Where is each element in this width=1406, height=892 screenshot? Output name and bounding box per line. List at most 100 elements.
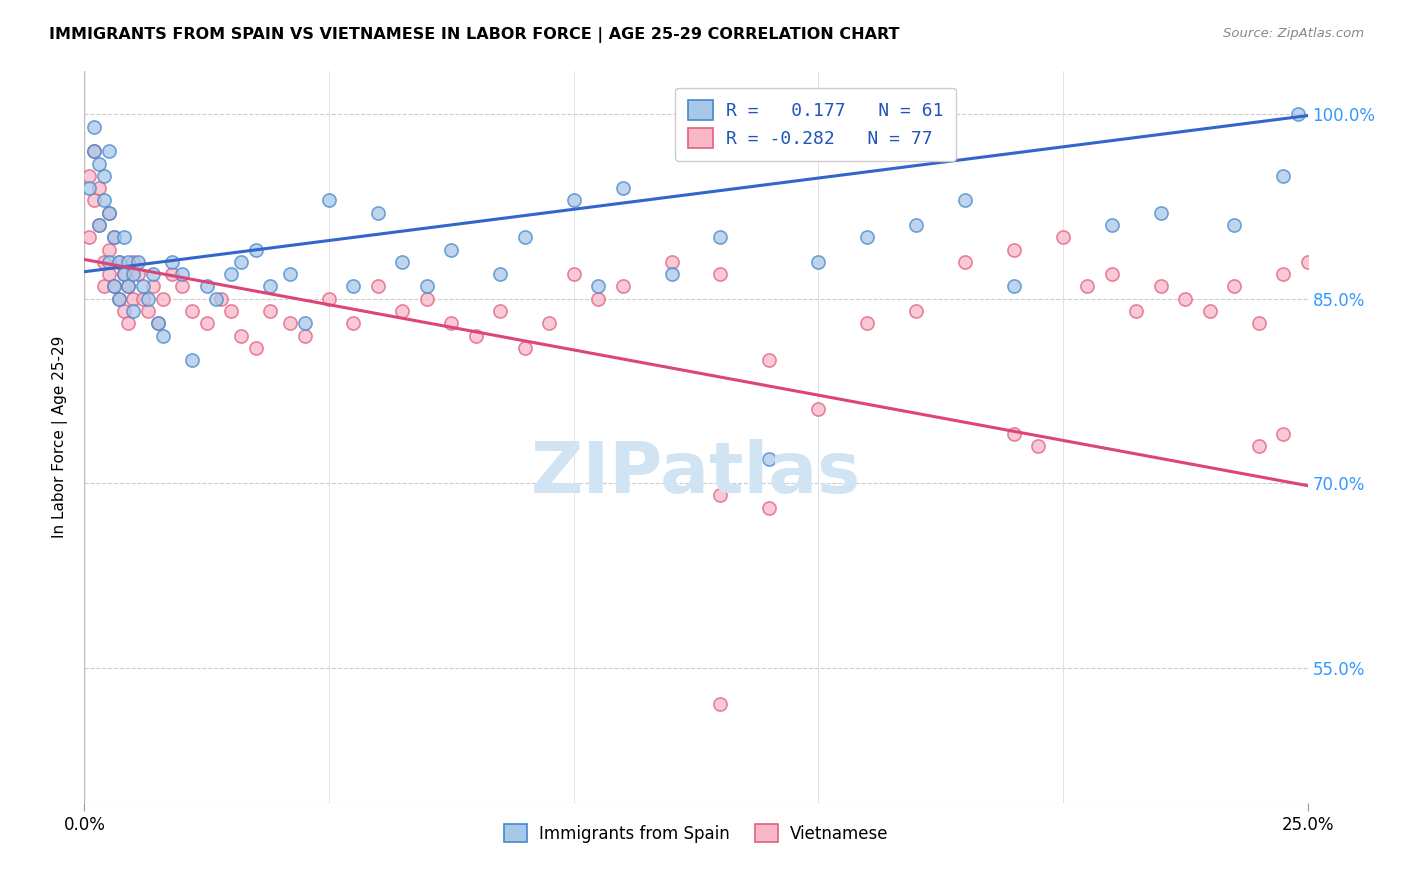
Point bbox=[391, 255, 413, 269]
Point bbox=[440, 243, 463, 257]
Point bbox=[83, 145, 105, 159]
Point bbox=[93, 279, 115, 293]
Point bbox=[1272, 267, 1295, 281]
Point bbox=[562, 194, 585, 208]
Point bbox=[259, 279, 281, 293]
Point bbox=[538, 317, 561, 331]
Point bbox=[77, 181, 100, 195]
Point bbox=[142, 279, 165, 293]
Point bbox=[1125, 304, 1147, 318]
Point bbox=[1272, 427, 1295, 442]
Point bbox=[112, 267, 135, 281]
Point bbox=[1247, 317, 1270, 331]
Point bbox=[146, 317, 169, 331]
Point bbox=[1101, 218, 1123, 232]
Point bbox=[152, 328, 174, 343]
Legend: Immigrants from Spain, Vietnamese: Immigrants from Spain, Vietnamese bbox=[498, 817, 894, 849]
Point bbox=[152, 292, 174, 306]
Point bbox=[97, 255, 120, 269]
Y-axis label: In Labor Force | Age 25-29: In Labor Force | Age 25-29 bbox=[52, 336, 69, 538]
Point bbox=[807, 402, 830, 417]
Point bbox=[342, 279, 364, 293]
Point bbox=[219, 304, 242, 318]
Text: ZIPatlas: ZIPatlas bbox=[531, 439, 860, 508]
Point bbox=[136, 292, 159, 306]
Point bbox=[87, 218, 110, 232]
Point bbox=[172, 279, 194, 293]
Point bbox=[209, 292, 232, 306]
Point bbox=[103, 279, 125, 293]
Point bbox=[1272, 169, 1295, 183]
Point bbox=[709, 230, 731, 244]
Point bbox=[758, 451, 780, 466]
Point bbox=[953, 194, 976, 208]
Point bbox=[117, 279, 139, 293]
Point bbox=[172, 267, 194, 281]
Point bbox=[162, 255, 184, 269]
Point bbox=[709, 267, 731, 281]
Point bbox=[856, 317, 879, 331]
Point bbox=[440, 317, 463, 331]
Point bbox=[513, 230, 536, 244]
Point bbox=[107, 255, 129, 269]
Point bbox=[103, 230, 125, 244]
Point bbox=[416, 279, 439, 293]
Point bbox=[562, 267, 585, 281]
Point bbox=[856, 230, 879, 244]
Point bbox=[1002, 427, 1025, 442]
Point bbox=[758, 500, 780, 515]
Point bbox=[1101, 267, 1123, 281]
Point bbox=[229, 255, 252, 269]
Point bbox=[112, 304, 135, 318]
Point bbox=[77, 169, 100, 183]
Point bbox=[136, 304, 159, 318]
Point bbox=[181, 304, 204, 318]
Point bbox=[83, 120, 105, 134]
Point bbox=[142, 267, 165, 281]
Point bbox=[127, 267, 149, 281]
Point bbox=[117, 317, 139, 331]
Point bbox=[87, 218, 110, 232]
Point bbox=[709, 698, 731, 712]
Point bbox=[953, 255, 976, 269]
Point bbox=[416, 292, 439, 306]
Point bbox=[513, 341, 536, 355]
Point bbox=[97, 205, 120, 219]
Point bbox=[107, 292, 129, 306]
Point bbox=[97, 267, 120, 281]
Point bbox=[245, 341, 267, 355]
Point bbox=[1223, 279, 1246, 293]
Point bbox=[1002, 243, 1025, 257]
Point bbox=[661, 267, 683, 281]
Point bbox=[181, 353, 204, 368]
Point bbox=[1247, 439, 1270, 453]
Point bbox=[661, 255, 683, 269]
Point bbox=[1296, 255, 1319, 269]
Point bbox=[342, 317, 364, 331]
Point bbox=[103, 279, 125, 293]
Point bbox=[122, 304, 145, 318]
Point bbox=[1150, 279, 1173, 293]
Point bbox=[219, 267, 242, 281]
Point bbox=[1028, 439, 1050, 453]
Point bbox=[122, 267, 145, 281]
Point bbox=[391, 304, 413, 318]
Point bbox=[97, 243, 120, 257]
Text: Source: ZipAtlas.com: Source: ZipAtlas.com bbox=[1223, 27, 1364, 40]
Point bbox=[1286, 107, 1309, 121]
Point bbox=[367, 205, 389, 219]
Point bbox=[489, 304, 512, 318]
Point bbox=[1198, 304, 1220, 318]
Point bbox=[132, 292, 155, 306]
Point bbox=[229, 328, 252, 343]
Point bbox=[612, 279, 634, 293]
Point bbox=[1002, 279, 1025, 293]
Point bbox=[905, 304, 928, 318]
Point bbox=[117, 255, 139, 269]
Point bbox=[278, 317, 301, 331]
Point bbox=[97, 145, 120, 159]
Point bbox=[245, 243, 267, 257]
Point bbox=[612, 181, 634, 195]
Point bbox=[93, 194, 115, 208]
Point bbox=[586, 292, 609, 306]
